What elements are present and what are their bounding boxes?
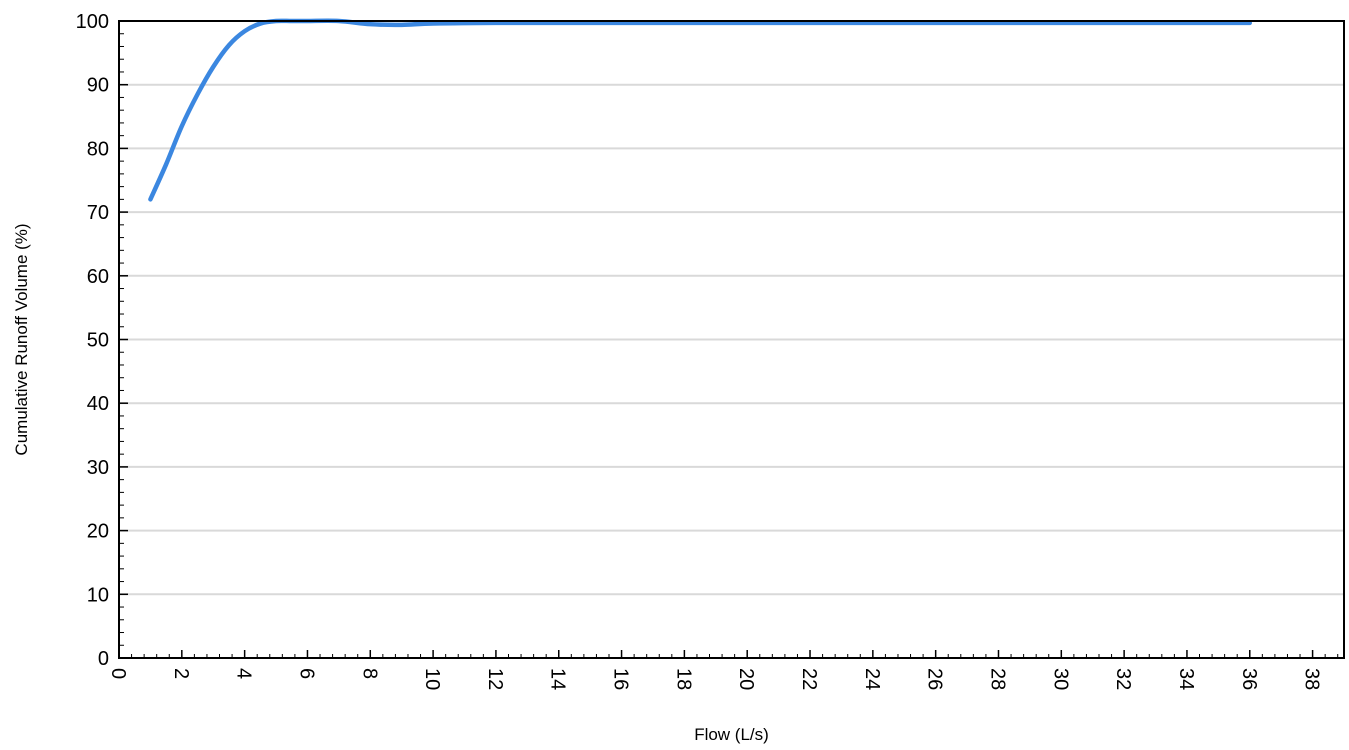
- y-tick-label: 50: [87, 330, 109, 352]
- y-axis-title: Cumulative Runoff Volume (%): [12, 223, 31, 455]
- x-tick-label: 14: [547, 668, 569, 690]
- x-tick-label: 22: [798, 668, 820, 690]
- x-tick-label: 16: [610, 668, 632, 690]
- grid-lines: [119, 83, 1344, 596]
- x-tick-label: 30: [1049, 668, 1071, 690]
- x-tick-label: 0: [107, 668, 129, 679]
- y-tick-label: 90: [87, 75, 109, 97]
- y-tick-label: 70: [87, 202, 109, 224]
- x-tick-label: 8: [358, 668, 380, 679]
- y-tick-label: 20: [87, 521, 109, 543]
- x-tick-label: 2: [170, 668, 192, 679]
- x-tick-label: 26: [924, 668, 946, 690]
- y-tick-label: 80: [87, 138, 109, 160]
- x-tick-label: 12: [484, 668, 506, 690]
- y-tick-label: 60: [87, 266, 109, 288]
- x-tick-label: 18: [672, 668, 694, 690]
- series-layer: [148, 18, 1253, 202]
- y-tick-label: 0: [98, 648, 109, 670]
- plot-frame: [118, 20, 1345, 659]
- series-line-0: [148, 18, 1253, 202]
- x-tick-label: 20: [735, 668, 757, 690]
- y-tick-label: 100: [76, 11, 109, 33]
- x-tick-labels: 0 2 4 6 8 10 12 14 16 18 20 22 24 26 28 30 32 34 36 38: [107, 668, 1323, 690]
- x-tick-label: 34: [1175, 668, 1197, 690]
- x-tick-label: 32: [1112, 668, 1134, 690]
- y-tick-label: 30: [87, 457, 109, 479]
- x-tick-label: 4: [233, 668, 255, 679]
- x-tick-label: 38: [1301, 668, 1323, 690]
- x-tick-label: 24: [861, 668, 883, 690]
- x-axis-title: Flow (L/s): [694, 725, 769, 744]
- minor-ticks: [119, 33, 1339, 658]
- x-tick-label: 36: [1238, 668, 1260, 690]
- x-tick-label: 28: [986, 668, 1008, 690]
- x-tick-label: 10: [421, 668, 443, 690]
- y-tick-label: 10: [87, 584, 109, 606]
- y-tick-label: 40: [87, 393, 109, 415]
- y-tick-labels: 0 10 20 30 40 50 60 70 80 90 100: [76, 11, 109, 670]
- x-tick-label: 6: [295, 668, 317, 679]
